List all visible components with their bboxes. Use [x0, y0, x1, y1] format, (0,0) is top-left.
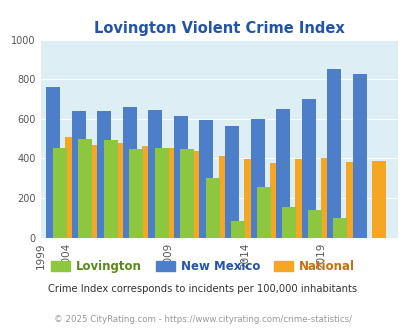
Bar: [301, 99, 315, 238]
Bar: [269, 163, 283, 238]
Bar: [333, 218, 347, 238]
Bar: [46, 87, 60, 238]
Bar: [294, 159, 309, 238]
Bar: [142, 146, 156, 238]
Bar: [148, 110, 162, 238]
Bar: [65, 137, 79, 238]
Bar: [352, 74, 366, 238]
Bar: [78, 139, 92, 238]
Bar: [371, 161, 385, 238]
Bar: [326, 69, 340, 238]
Bar: [104, 140, 117, 238]
Bar: [250, 119, 264, 238]
Bar: [91, 145, 105, 238]
Bar: [231, 221, 245, 238]
Bar: [243, 159, 258, 238]
Bar: [97, 111, 111, 238]
Title: Lovington Violent Crime Index: Lovington Violent Crime Index: [94, 21, 344, 36]
Bar: [27, 172, 41, 238]
Bar: [199, 120, 213, 238]
Bar: [72, 111, 86, 238]
Bar: [320, 158, 334, 238]
Bar: [345, 162, 359, 238]
Bar: [193, 151, 207, 238]
Bar: [256, 187, 270, 238]
Bar: [129, 148, 143, 238]
Text: © 2025 CityRating.com - https://www.cityrating.com/crime-statistics/: © 2025 CityRating.com - https://www.city…: [54, 315, 351, 324]
Bar: [307, 210, 321, 238]
Bar: [154, 148, 168, 238]
Bar: [123, 107, 136, 238]
Bar: [53, 148, 66, 238]
Bar: [180, 149, 194, 238]
Bar: [282, 207, 296, 238]
Legend: Lovington, New Mexico, National: Lovington, New Mexico, National: [46, 255, 359, 278]
Bar: [167, 148, 181, 238]
Bar: [224, 126, 239, 238]
Bar: [218, 156, 232, 238]
Text: Crime Index corresponds to incidents per 100,000 inhabitants: Crime Index corresponds to incidents per…: [48, 284, 357, 294]
Bar: [275, 109, 289, 238]
Bar: [205, 178, 220, 238]
Bar: [116, 143, 130, 238]
Bar: [173, 116, 188, 238]
